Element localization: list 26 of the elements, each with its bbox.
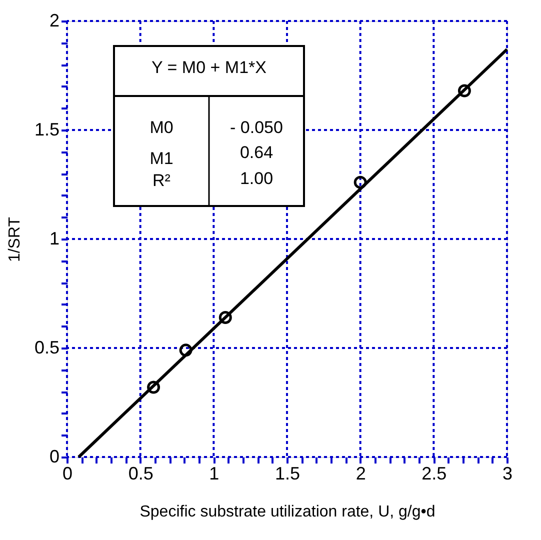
- y-tick-label: 0.5: [34, 338, 60, 358]
- x-tick-label: 2: [356, 464, 366, 484]
- x-tick-label: 1.5: [274, 464, 300, 484]
- annotation: 0.64: [240, 143, 274, 162]
- y-tick-label: 2: [49, 10, 60, 30]
- point: [218, 310, 232, 324]
- annotation: M0: [150, 118, 174, 137]
- x-axis-title: Specific substrate utilization rate, U, g/g•d: [140, 504, 436, 520]
- x-tick-label: 1: [209, 464, 220, 484]
- x-tick-label: 0.5: [128, 464, 154, 484]
- annotation: 1.00: [240, 169, 274, 188]
- annotation: M1: [150, 149, 174, 168]
- y-axis-title: 1/SRT: [6, 216, 24, 262]
- point: [458, 84, 471, 98]
- annotation: Y = M0 + M1*X: [152, 58, 266, 77]
- point: [147, 380, 160, 394]
- x-tick-label: 2.5: [422, 464, 447, 484]
- annotation: R²: [152, 171, 171, 190]
- y-tick-label: 1: [49, 228, 60, 248]
- x-tick-label: 0: [62, 464, 73, 484]
- x-tick-label: 3: [502, 464, 513, 484]
- point: [179, 344, 192, 357]
- annotation: - 0.050: [230, 118, 283, 137]
- y-tick-label: 0: [49, 446, 60, 466]
- point: [354, 176, 367, 189]
- y-tick-label: 1.5: [34, 120, 60, 140]
